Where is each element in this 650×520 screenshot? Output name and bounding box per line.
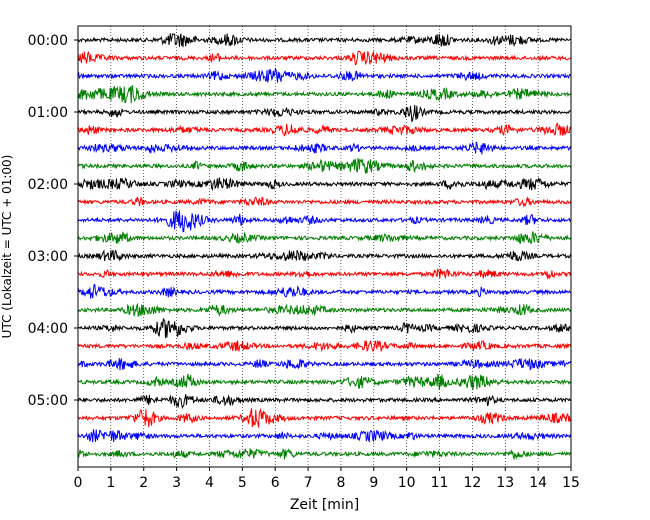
trace-9 [77,196,572,208]
trace-20 [77,393,572,410]
y-tick-label-0: 00:00 [28,33,68,49]
x-tick-label-8: 8 [336,475,345,491]
x-tick-label-5: 5 [238,475,247,491]
trace-13 [78,267,572,280]
trace-2 [77,67,572,83]
x-ticks: 0 1 2 3 4 5 6 7 8 9 10 11 12 13 14 15 [74,467,580,491]
y-tick-label-4: 04:00 [28,321,68,337]
y-tick-label-3: 03:00 [28,249,68,265]
x-tick-label-12: 12 [463,475,481,491]
x-tick-label-15: 15 [562,475,580,491]
trace-14 [77,284,572,299]
trace-0 [77,33,571,48]
trace-8 [77,176,572,191]
trace-23 [77,447,572,461]
x-tick-label-3: 3 [172,475,181,491]
x-tick-label-7: 7 [304,475,313,491]
x-tick-label-0: 0 [74,475,83,491]
trace-3 [77,85,572,104]
x-tick-label-14: 14 [529,475,547,491]
trace-1 [77,50,572,66]
trace-5 [77,122,572,137]
y-tick-label-5: 05:00 [28,393,68,409]
trace-11 [77,231,572,245]
y-axis-label: UTC (Lokalzeit = UTC + 01:00) [0,155,14,339]
trace-12 [77,249,572,262]
x-tick-label-2: 2 [139,475,148,491]
y-tick-label-2: 02:00 [28,177,68,193]
y-tick-label-1: 01:00 [28,105,68,121]
trace-16 [77,318,572,339]
trace-7 [77,157,572,174]
trace-15 [77,303,572,318]
trace-22 [77,429,572,444]
trace-10 [77,210,572,233]
trace-21 [77,407,572,428]
trace-6 [77,141,572,155]
x-axis-label: Zeit [min] [290,497,359,513]
x-tick-label-6: 6 [271,475,280,491]
y-ticks: 00:00 01:00 02:00 03:00 04:00 05:00 [28,33,78,409]
x-tick-label-13: 13 [496,475,514,491]
x-tick-label-4: 4 [205,475,214,491]
trace-4 [77,104,571,123]
x-tick-label-9: 9 [369,475,378,491]
trace-19 [77,373,572,390]
x-tick-label-1: 1 [106,475,115,491]
trace-17 [77,340,572,353]
traces-group [77,33,572,461]
trace-18 [77,357,572,371]
plot-frame [77,25,572,468]
x-tick-label-10: 10 [398,475,416,491]
x-tick-label-11: 11 [431,475,449,491]
